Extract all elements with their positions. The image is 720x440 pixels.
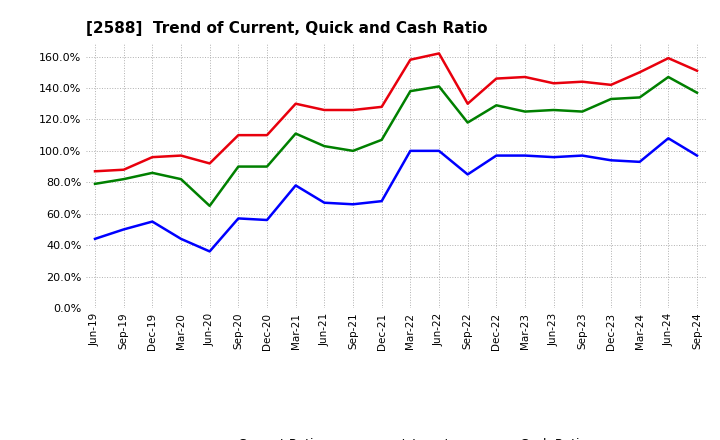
Line: Cash Ratio: Cash Ratio	[95, 138, 697, 251]
Current Ratio	[693, 68, 701, 73]
Quick Ratio	[91, 181, 99, 187]
Quick Ratio	[234, 164, 243, 169]
Quick Ratio	[607, 96, 616, 102]
Current Ratio	[607, 82, 616, 88]
Current Ratio	[435, 51, 444, 56]
Cash Ratio	[578, 153, 587, 158]
Quick Ratio	[492, 103, 500, 108]
Cash Ratio	[635, 159, 644, 165]
Current Ratio	[320, 107, 328, 113]
Current Ratio	[205, 161, 214, 166]
Current Ratio	[91, 169, 99, 174]
Cash Ratio	[91, 236, 99, 242]
Current Ratio	[148, 154, 157, 160]
Current Ratio	[176, 153, 185, 158]
Current Ratio	[635, 70, 644, 75]
Cash Ratio	[205, 249, 214, 254]
Current Ratio	[578, 79, 587, 84]
Current Ratio	[406, 57, 415, 62]
Line: Quick Ratio: Quick Ratio	[95, 77, 697, 206]
Current Ratio	[549, 81, 558, 86]
Current Ratio	[664, 55, 672, 61]
Current Ratio	[521, 74, 529, 80]
Quick Ratio	[377, 137, 386, 143]
Cash Ratio	[176, 236, 185, 242]
Cash Ratio	[320, 200, 328, 205]
Current Ratio	[120, 167, 128, 172]
Quick Ratio	[406, 88, 415, 94]
Current Ratio	[348, 107, 357, 113]
Cash Ratio	[263, 217, 271, 223]
Text: [2588]  Trend of Current, Quick and Cash Ratio: [2588] Trend of Current, Quick and Cash …	[86, 21, 488, 36]
Cash Ratio	[377, 198, 386, 204]
Cash Ratio	[464, 172, 472, 177]
Quick Ratio	[578, 109, 587, 114]
Quick Ratio	[693, 90, 701, 95]
Quick Ratio	[435, 84, 444, 89]
Quick Ratio	[205, 203, 214, 209]
Cash Ratio	[120, 227, 128, 232]
Cash Ratio	[607, 158, 616, 163]
Cash Ratio	[148, 219, 157, 224]
Cash Ratio	[549, 154, 558, 160]
Quick Ratio	[292, 131, 300, 136]
Current Ratio	[492, 76, 500, 81]
Quick Ratio	[148, 170, 157, 176]
Quick Ratio	[549, 107, 558, 113]
Quick Ratio	[176, 176, 185, 182]
Cash Ratio	[234, 216, 243, 221]
Cash Ratio	[693, 153, 701, 158]
Cash Ratio	[664, 136, 672, 141]
Cash Ratio	[521, 153, 529, 158]
Quick Ratio	[464, 120, 472, 125]
Current Ratio	[292, 101, 300, 106]
Current Ratio	[234, 132, 243, 138]
Quick Ratio	[635, 95, 644, 100]
Quick Ratio	[348, 148, 357, 154]
Current Ratio	[263, 132, 271, 138]
Cash Ratio	[348, 202, 357, 207]
Cash Ratio	[292, 183, 300, 188]
Current Ratio	[377, 104, 386, 110]
Quick Ratio	[320, 143, 328, 149]
Line: Current Ratio: Current Ratio	[95, 53, 697, 171]
Quick Ratio	[263, 164, 271, 169]
Quick Ratio	[521, 109, 529, 114]
Cash Ratio	[435, 148, 444, 154]
Legend: Current Ratio, Quick Ratio, Cash Ratio: Current Ratio, Quick Ratio, Cash Ratio	[200, 433, 592, 440]
Cash Ratio	[406, 148, 415, 154]
Cash Ratio	[492, 153, 500, 158]
Quick Ratio	[120, 176, 128, 182]
Current Ratio	[464, 101, 472, 106]
Quick Ratio	[664, 74, 672, 80]
